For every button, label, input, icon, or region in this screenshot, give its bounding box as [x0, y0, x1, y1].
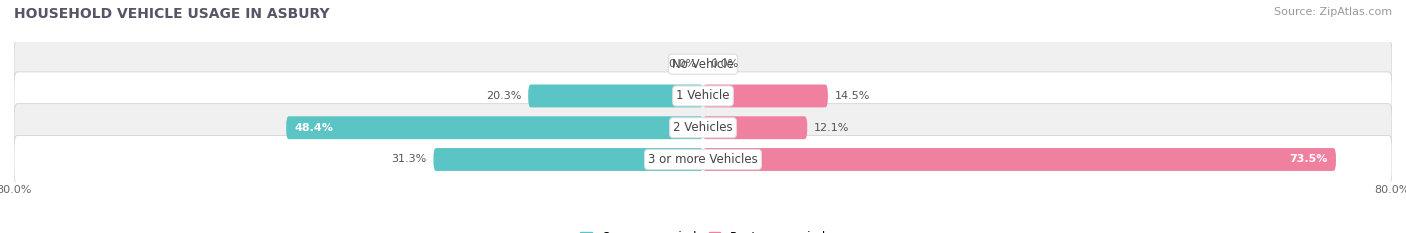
Text: 0.0%: 0.0% [710, 59, 738, 69]
FancyBboxPatch shape [703, 148, 1336, 171]
FancyBboxPatch shape [703, 116, 807, 139]
FancyBboxPatch shape [433, 148, 703, 171]
FancyBboxPatch shape [14, 135, 1392, 184]
Text: Source: ZipAtlas.com: Source: ZipAtlas.com [1274, 7, 1392, 17]
Text: 1 Vehicle: 1 Vehicle [676, 89, 730, 103]
Text: 3 or more Vehicles: 3 or more Vehicles [648, 153, 758, 166]
Legend: Owner-occupied, Renter-occupied: Owner-occupied, Renter-occupied [575, 226, 831, 233]
Text: 0.0%: 0.0% [668, 59, 696, 69]
FancyBboxPatch shape [14, 72, 1392, 120]
Text: 73.5%: 73.5% [1289, 154, 1327, 164]
Text: No Vehicle: No Vehicle [672, 58, 734, 71]
Text: HOUSEHOLD VEHICLE USAGE IN ASBURY: HOUSEHOLD VEHICLE USAGE IN ASBURY [14, 7, 329, 21]
Text: 48.4%: 48.4% [295, 123, 333, 133]
FancyBboxPatch shape [529, 85, 703, 107]
Text: 14.5%: 14.5% [835, 91, 870, 101]
Text: 31.3%: 31.3% [391, 154, 426, 164]
FancyBboxPatch shape [14, 104, 1392, 152]
FancyBboxPatch shape [703, 85, 828, 107]
Text: 20.3%: 20.3% [486, 91, 522, 101]
Text: 12.1%: 12.1% [814, 123, 849, 133]
Text: 2 Vehicles: 2 Vehicles [673, 121, 733, 134]
FancyBboxPatch shape [14, 40, 1392, 88]
FancyBboxPatch shape [287, 116, 703, 139]
